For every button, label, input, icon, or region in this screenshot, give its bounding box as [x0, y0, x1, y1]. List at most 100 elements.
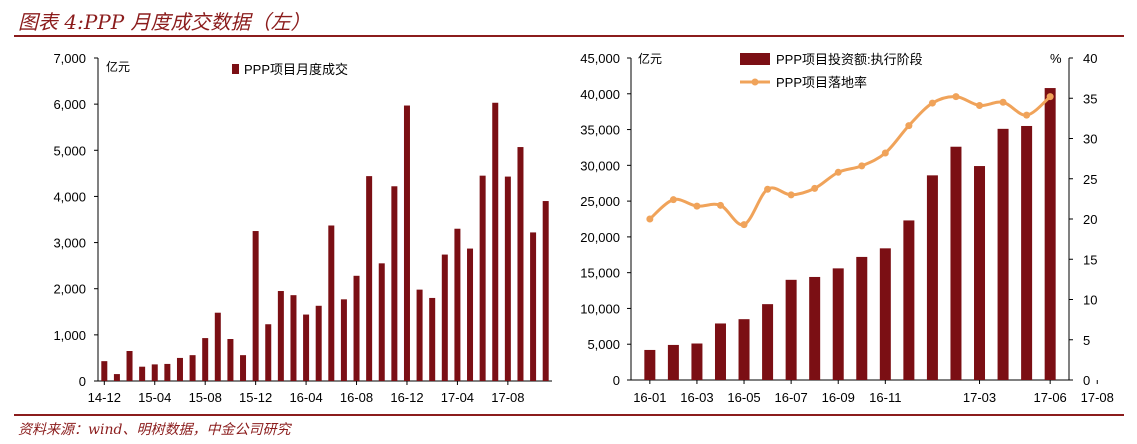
x-tick-label: 17-04 — [441, 390, 474, 405]
bar — [809, 276, 821, 380]
bar — [856, 256, 868, 380]
line-point — [811, 184, 819, 192]
bar — [101, 361, 108, 381]
y-tick-label: 3,000 — [53, 236, 86, 251]
bar — [542, 201, 549, 381]
line-point — [976, 101, 984, 109]
line-series — [648, 95, 1052, 227]
bar — [467, 248, 474, 381]
bar — [151, 364, 158, 381]
bar — [879, 248, 891, 380]
line-point — [669, 196, 677, 204]
bar — [189, 355, 196, 381]
left-y-tick-label: 40,000 — [580, 87, 620, 102]
y-tick-label: 4,000 — [53, 189, 86, 204]
bar — [303, 314, 310, 381]
left-y-tick-label: 0 — [613, 373, 620, 388]
line-point — [905, 122, 913, 130]
left-y-tick-label: 5,000 — [587, 337, 620, 352]
bar — [454, 228, 461, 381]
left-y-tick-label: 45,000 — [580, 51, 620, 66]
bar — [315, 305, 322, 381]
bar — [997, 128, 1009, 380]
bar — [290, 295, 297, 381]
bar — [240, 355, 247, 381]
y-tick-label: 2,000 — [53, 282, 86, 297]
bar — [378, 263, 385, 381]
bar — [1021, 125, 1033, 380]
bar — [227, 339, 234, 381]
bar — [265, 324, 272, 381]
left-y-tick-label: 35,000 — [580, 123, 620, 138]
right-y-tick-label: 20 — [1083, 212, 1097, 227]
y-tick-label: 1,000 — [53, 328, 86, 343]
x-tick-label: 17-03 — [963, 390, 996, 405]
bar — [762, 304, 774, 380]
legend-line-marker — [751, 78, 759, 86]
right-y-tick-label: 25 — [1083, 172, 1097, 187]
legend-swatch — [232, 64, 239, 74]
x-tick-label: 16-09 — [822, 390, 855, 405]
left-y-unit-label: 亿元 — [638, 51, 662, 66]
bar — [164, 363, 171, 381]
bar — [353, 275, 360, 381]
right-y-tick-label: 35 — [1083, 91, 1097, 106]
figure-title: 图表 4:PPP 月度成交数据（左） — [18, 10, 311, 34]
x-tick-label: 16-11 — [869, 390, 901, 405]
bar — [126, 351, 133, 381]
line-point — [858, 162, 866, 170]
bar — [926, 175, 938, 380]
bar — [1044, 88, 1056, 380]
x-tick-label: 15-08 — [189, 390, 222, 405]
bar — [429, 297, 436, 381]
source-rule — [14, 414, 1124, 416]
bar — [403, 105, 410, 381]
y-tick-label: 7,000 — [53, 51, 86, 66]
line-point — [1023, 111, 1031, 119]
bar — [416, 289, 423, 381]
left-y-tick-label: 25,000 — [580, 194, 620, 209]
x-tick-label: 15-12 — [239, 390, 272, 405]
legend-bar-label: PPP项目投资额:执行阶段 — [776, 52, 923, 67]
bar — [738, 319, 750, 380]
bar — [517, 147, 524, 381]
bar — [667, 344, 679, 380]
bar — [441, 254, 448, 381]
x-tick-label: 17-08 — [1081, 390, 1114, 405]
bar — [214, 312, 221, 381]
x-tick-label: 15-04 — [138, 390, 171, 405]
bar — [252, 231, 259, 381]
line-point — [834, 168, 842, 176]
bar — [328, 225, 335, 381]
bar — [691, 343, 703, 380]
line-point — [881, 149, 889, 157]
y-tick-label: 5,000 — [53, 143, 86, 158]
x-tick-label: 14-12 — [88, 390, 121, 405]
bar — [492, 102, 499, 381]
bar — [479, 175, 486, 381]
line-point — [928, 99, 936, 107]
bar — [644, 349, 656, 380]
left-y-tick-label: 20,000 — [580, 230, 620, 245]
bar — [176, 357, 183, 381]
y-tick-label: 6,000 — [53, 97, 86, 112]
bar — [903, 220, 915, 380]
line-point — [952, 93, 960, 101]
right-y-tick-label: 0 — [1083, 373, 1090, 388]
bar — [340, 299, 347, 381]
right-y-unit-label: % — [1050, 51, 1062, 66]
bar — [391, 186, 398, 381]
x-tick-label: 16-04 — [289, 390, 322, 405]
bar — [785, 279, 797, 380]
bar — [202, 338, 209, 381]
x-tick-label: 16-03 — [680, 390, 713, 405]
x-tick-label: 16-01 — [633, 390, 666, 405]
y-unit-label: 亿元 — [106, 59, 130, 74]
bar — [366, 176, 373, 381]
line-point — [693, 202, 701, 210]
line-point — [787, 191, 795, 199]
x-tick-label: 17-08 — [491, 390, 524, 405]
right-y-tick-label: 10 — [1083, 293, 1097, 308]
